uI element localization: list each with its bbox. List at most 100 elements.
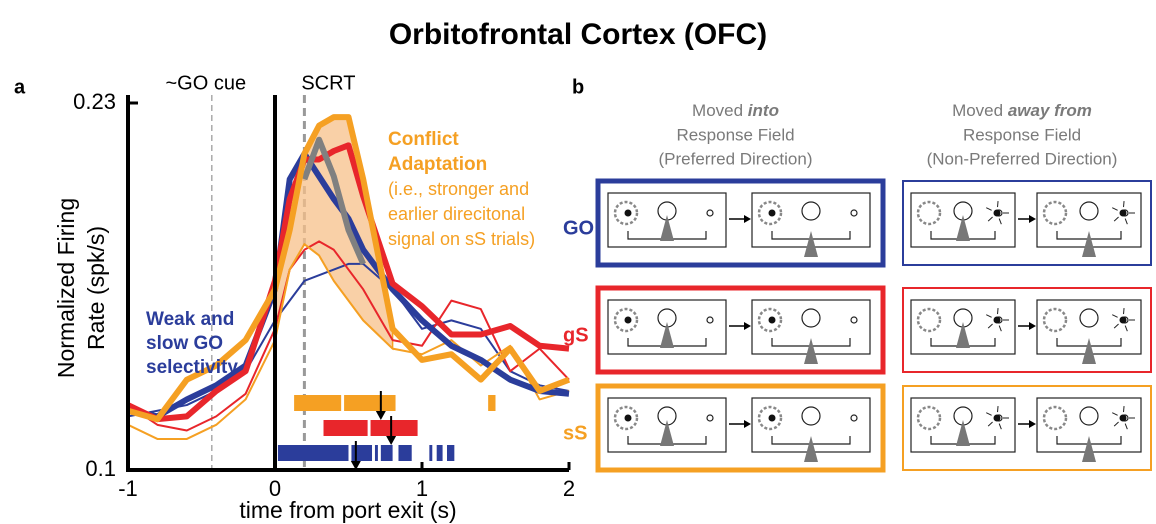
light-ray: [987, 421, 993, 427]
column-header-lead: Moved: [692, 101, 743, 120]
row-label: GO: [563, 217, 594, 239]
port-right: [850, 316, 858, 324]
light-ray: [1113, 323, 1119, 329]
significance-bar: [380, 445, 393, 461]
rat: [660, 322, 674, 348]
significance-bar: [429, 445, 433, 461]
column-header: (Preferred Direction): [659, 149, 813, 168]
rat: [1082, 231, 1096, 257]
panel-label: b: [572, 76, 584, 98]
rat: [804, 338, 818, 364]
significance-bar: [277, 445, 349, 461]
port-right: [850, 414, 858, 422]
target-dot: [624, 316, 632, 324]
schematic: [607, 397, 727, 453]
port-left: [757, 405, 783, 431]
port-left: [613, 307, 639, 333]
annotation: selectivity: [146, 357, 238, 378]
column-header: (Non-Preferred Direction): [927, 149, 1118, 168]
schematic-frame: [607, 299, 727, 355]
target-dot: [993, 414, 1001, 422]
target-dot: [1119, 209, 1127, 217]
onset-arrowhead: [375, 411, 386, 420]
x-tick-label: 0: [269, 476, 281, 501]
condition-box: [902, 287, 1152, 373]
light-ray: [986, 314, 992, 318]
light-ray: [998, 218, 1002, 225]
light-ray: [997, 406, 999, 413]
transition-arrowhead: [744, 420, 751, 428]
light-ray: [986, 207, 992, 211]
port-right: [706, 316, 714, 324]
series-line: [126, 142, 570, 423]
transition-arrowhead: [744, 215, 751, 223]
x-tick-label: 1: [416, 476, 428, 501]
port-center: [801, 201, 821, 221]
light-ray: [1113, 216, 1119, 222]
schematic-frame: [910, 299, 1016, 355]
rat: [804, 436, 818, 462]
light-ray: [1123, 406, 1125, 413]
light-ray: [1113, 421, 1119, 427]
light-ray: [1112, 207, 1118, 211]
significance-bar: [370, 420, 418, 436]
light-ray: [1123, 201, 1125, 208]
rat: [660, 420, 674, 446]
target-dot: [768, 316, 776, 324]
schematic-frame: [607, 192, 727, 248]
schematic: [751, 397, 871, 462]
port-center: [1079, 406, 1099, 426]
port-left: [1042, 405, 1068, 431]
transition-arrowhead: [1029, 420, 1036, 428]
schematic: [910, 397, 1016, 453]
condition-box: [595, 285, 886, 375]
schematic-frame: [910, 192, 1016, 248]
light-ray: [986, 412, 992, 416]
significance-bar: [436, 445, 443, 461]
annotation: Weak and: [146, 309, 234, 330]
schematic-frame: [910, 397, 1016, 453]
schematic: [751, 299, 871, 364]
rat: [956, 322, 970, 348]
column-header: Response Field: [963, 125, 1081, 144]
series-line: [301, 136, 366, 266]
annotation: Adaptation: [388, 154, 487, 175]
significance-bar: [294, 395, 342, 411]
target-dot: [993, 316, 1001, 324]
port-left: [613, 405, 639, 431]
light-ray: [987, 216, 993, 222]
light-ray: [1112, 314, 1118, 318]
column-header-emph: away from: [1008, 101, 1092, 120]
reference-label: SCRT: [301, 72, 355, 94]
condition-box: [902, 180, 1152, 266]
target-dot: [993, 209, 1001, 217]
port-left: [613, 200, 639, 226]
panel-label: a: [14, 76, 26, 98]
schematic: [1036, 192, 1142, 257]
rat: [956, 215, 970, 241]
significance-bar: [344, 395, 396, 411]
light-ray: [997, 201, 999, 208]
series-line: [127, 114, 571, 423]
rat: [956, 420, 970, 446]
target-dot: [1119, 316, 1127, 324]
target-dot: [624, 414, 632, 422]
light-ray: [998, 325, 1002, 332]
target-dot: [624, 209, 632, 217]
rat: [660, 215, 674, 241]
y-tick-label: 0.1: [85, 456, 116, 481]
light-ray: [1124, 325, 1128, 332]
condition-box: [595, 383, 886, 473]
schematic: [910, 192, 1016, 248]
target-dot: [768, 414, 776, 422]
series-line: [127, 243, 570, 440]
annotation: slow GO: [146, 333, 223, 354]
light-ray: [987, 323, 993, 329]
series-line: [127, 240, 570, 432]
port-right: [706, 414, 714, 422]
condition-box: [595, 178, 886, 268]
port-left: [916, 307, 942, 333]
rat: [1082, 338, 1096, 364]
port-center: [801, 308, 821, 328]
port-center: [801, 406, 821, 426]
